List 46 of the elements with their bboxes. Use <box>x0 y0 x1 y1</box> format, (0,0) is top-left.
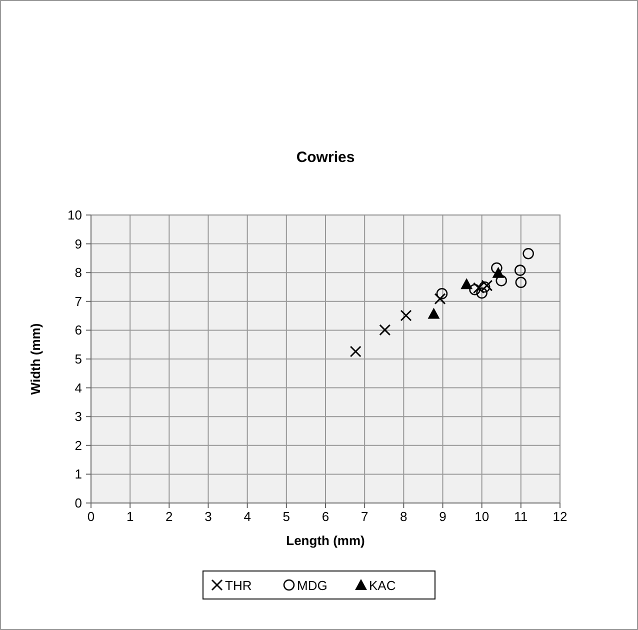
y-tick-label: 2 <box>74 438 82 453</box>
x-tick-label: 2 <box>166 509 173 524</box>
point <box>436 288 448 300</box>
x-tick-label: 12 <box>552 509 568 524</box>
legend-label: KAC <box>369 578 396 593</box>
x-tick-label: 4 <box>244 509 251 524</box>
x-axis-title: Length (mm) <box>286 533 365 548</box>
x-tick-label: 1 <box>126 509 134 524</box>
legend-label: THR <box>225 578 252 593</box>
y-tick-label: 7 <box>74 294 82 309</box>
y-tick-label: 5 <box>74 352 82 366</box>
point <box>460 278 473 290</box>
point <box>491 262 502 274</box>
point <box>379 324 391 336</box>
y-tick-label: 1 <box>74 466 82 482</box>
point <box>514 264 526 276</box>
x-tick-label: 9 <box>439 509 446 524</box>
y-tick-label: 6 <box>74 322 82 338</box>
x-tick-label: 11 <box>514 509 528 524</box>
point <box>476 287 488 299</box>
y-tick-label: 9 <box>74 236 82 252</box>
point <box>522 248 534 260</box>
point <box>350 346 362 358</box>
y-tick-label: 10 <box>68 208 82 222</box>
point <box>428 308 440 319</box>
point <box>469 284 480 296</box>
x-tick-label: 3 <box>204 509 212 524</box>
x-tick-label: 7 <box>360 509 368 524</box>
y-axis-title: Width (mm) <box>28 323 43 395</box>
y-tick-label: 8 <box>74 265 82 280</box>
point <box>434 293 446 305</box>
point <box>478 281 490 293</box>
y-tick-label: 0 <box>74 496 82 510</box>
legend-label: MDG <box>297 578 328 593</box>
x-tick-label: 0 <box>87 509 95 524</box>
point <box>492 266 504 278</box>
x-tick-label: 6 <box>322 509 330 524</box>
point <box>496 275 508 286</box>
y-tick-label: 3 <box>74 409 82 424</box>
x-tick-label: 5 <box>282 509 290 524</box>
x-tick-label: 10 <box>474 509 490 524</box>
chart-title: Cowries <box>296 149 355 166</box>
y-tick-label: 4 <box>74 380 82 396</box>
x-tick-label: 8 <box>400 509 408 524</box>
point <box>515 276 527 288</box>
point <box>400 310 412 322</box>
